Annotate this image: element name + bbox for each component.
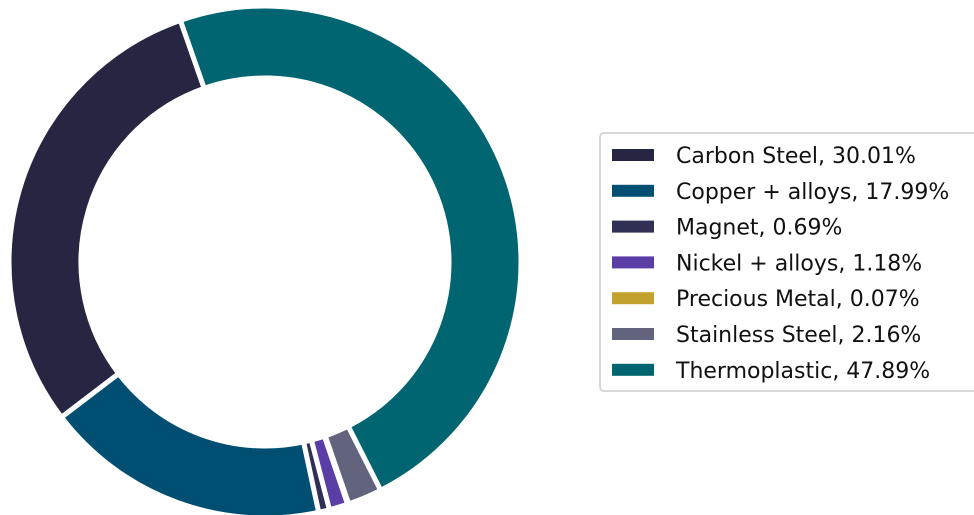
legend-swatch-carbon-steel (612, 149, 654, 161)
legend-label-magnet: Magnet, 0.69% (676, 216, 842, 241)
legend-swatch-precious-metal (612, 292, 654, 305)
legend-label-stainless-steel: Stainless Steel, 2.16% (676, 323, 921, 348)
legend-swatch-stainless-steel (612, 328, 654, 340)
legend-label-nickel-alloys: Nickel + alloys, 1.18% (676, 251, 922, 276)
slice-carbon-steel (6, 17, 208, 421)
slice-thermoplastic (177, 3, 524, 494)
legend-frame (599, 132, 974, 392)
legend-label-thermoplastic: Thermoplastic, 47.89% (675, 359, 930, 384)
legend-label-carbon-steel: Carbon Steel, 30.01% (676, 144, 916, 169)
legend-label-precious-metal: Precious Metal, 0.07% (676, 287, 920, 312)
donut-slices (6, 3, 524, 515)
legend-label-copper-alloys: Copper + alloys, 17.99% (676, 180, 949, 205)
legend-swatch-nickel-alloys (612, 256, 654, 269)
legend: Carbon Steel, 30.01% Copper + alloys, 17.… (599, 132, 974, 392)
legend-swatch-thermoplastic (612, 363, 654, 376)
legend-swatch-magnet (612, 220, 654, 233)
legend-items: Carbon Steel, 30.01% Copper + alloys, 17.… (612, 144, 949, 384)
legend-swatch-copper-alloys (612, 184, 654, 197)
slice-copper-alloys (57, 370, 322, 515)
